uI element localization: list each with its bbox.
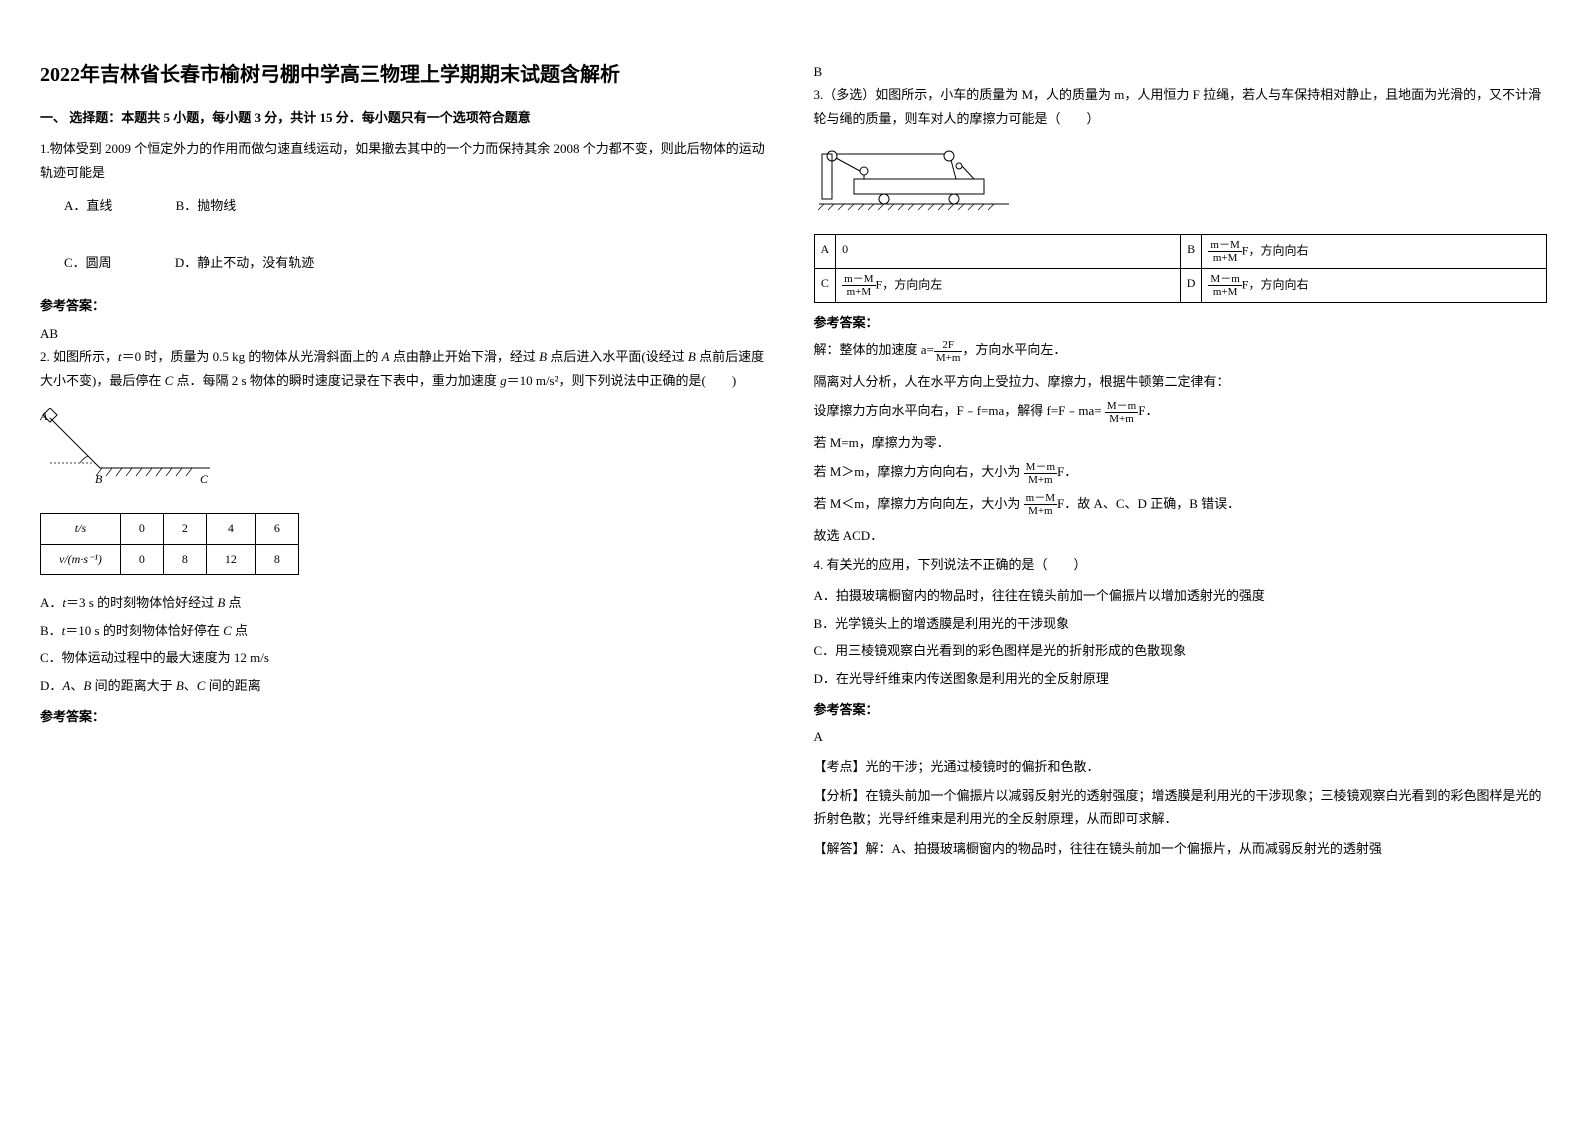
q4-text: 4. 有关光的应用，下列说法不正确的是（ ） xyxy=(814,553,1548,576)
q1-text: 1.物体受到 2009 个恒定外力的作用而做匀速直线运动，如果撤去其中的一个力而… xyxy=(40,137,774,184)
q4-tag-1: 【考点】光的干涉；光通过棱镜时的偏折和色散． xyxy=(814,755,1548,778)
fraction: m－Mm+M xyxy=(842,273,875,298)
q3-answer-label: 参考答案： xyxy=(814,311,1548,334)
q3-sol-1: 解：整体的加速度 a=2FM+m，方向水平向左． xyxy=(814,338,1548,364)
q3-sol-3: 设摩擦力方向水平向右，F﹣f=ma，解得 f=F﹣ma= M－mM+mF． xyxy=(814,399,1548,425)
q4-opt-d: D．在光导纤维束内传送图象是利用光的全反射原理 xyxy=(814,667,1548,690)
table-row: C m－Mm+MF，方向向左 D M－mm+MF，方向向右 xyxy=(814,268,1547,302)
cart-diagram xyxy=(814,144,1014,214)
svg-text:B: B xyxy=(95,472,103,486)
svg-text:C: C xyxy=(200,472,209,486)
exam-title: 2022年吉林省长春市榆树弓棚中学高三物理上学期期末试题含解析 xyxy=(40,60,774,90)
q2-answer-label: 参考答案： xyxy=(40,705,774,728)
q1-answer: AB xyxy=(40,322,774,345)
q2-opt-a: A．t＝3 s 的时刻物体恰好经过 B 点 xyxy=(40,591,774,614)
q3-sol-4: 若 M=m，摩擦力为零． xyxy=(814,431,1548,454)
q2-answer: B xyxy=(814,60,1548,83)
q4-opt-a: A．拍摄玻璃橱窗内的物品时，往往在镜头前加一个偏振片以增加透射光的强度 xyxy=(814,584,1548,607)
q2-data-table: t/s 0 2 4 6 v/(m·s⁻¹) 0 8 12 8 xyxy=(40,513,299,575)
q3-sol-2: 隔离对人分析，人在水平方向上受拉力、摩擦力，根据牛顿第二定律有： xyxy=(814,370,1548,393)
q3-sol-7: 故选 ACD． xyxy=(814,524,1548,547)
q3-text: 3.（多选）如图所示，小车的质量为 M，人的质量为 m，人用恒力 F 拉绳，若人… xyxy=(814,83,1548,130)
q4-options: A．拍摄玻璃橱窗内的物品时，往往在镜头前加一个偏振片以增加透射光的强度 B．光学… xyxy=(814,584,1548,690)
q4-opt-c: C．用三棱镜观察白光看到的彩色图样是光的折射形成的色散现象 xyxy=(814,639,1548,662)
q4-answer-label: 参考答案： xyxy=(814,698,1548,721)
q1-answer-label: 参考答案： xyxy=(40,294,774,317)
section-1-title: 一、 选择题：本题共 5 小题，每小题 3 分，共计 15 分．每小题只有一个选… xyxy=(40,106,774,129)
fraction: M－mm+M xyxy=(1208,273,1241,298)
q2-options: A．t＝3 s 的时刻物体恰好经过 B 点 B．t＝10 s 的时刻物体恰好停在… xyxy=(40,591,774,697)
incline-diagram: A B C xyxy=(40,408,220,488)
q4-tag-3: 【解答】解：A、拍摄玻璃橱窗内的物品时，往往在镜头前加一个偏振片，从而减弱反射光… xyxy=(814,837,1548,860)
table-row: v/(m·s⁻¹) 0 8 12 8 xyxy=(41,544,299,575)
left-column: 2022年吉林省长春市榆树弓棚中学高三物理上学期期末试题含解析 一、 选择题：本… xyxy=(40,60,774,1062)
fraction: m－Mm+M xyxy=(1208,239,1241,264)
fraction: m－MM+m xyxy=(1024,492,1057,517)
q4-opt-b: B．光学镜头上的增透膜是利用光的干涉现象 xyxy=(814,612,1548,635)
q1-opt-a: A．直线 xyxy=(64,194,112,217)
q1-opt-b: B．抛物线 xyxy=(176,194,237,217)
fraction: 2FM+m xyxy=(934,339,963,364)
right-column: B 3.（多选）如图所示，小车的质量为 M，人的质量为 m，人用恒力 F 拉绳，… xyxy=(814,60,1548,1062)
q3-choice-table: A 0 B m－Mm+MF，方向向右 C m－Mm+MF，方向向左 D M－mm… xyxy=(814,234,1548,303)
q3-sol-6: 若 M＜m，摩擦力方向向左，大小为 m－MM+mF．故 A、C、D 正确，B 错… xyxy=(814,492,1548,518)
q2-opt-c: C．物体运动过程中的最大速度为 12 m/s xyxy=(40,646,774,669)
q1-options: A．直线 B．抛物线 C．圆周 D．静止不动，没有轨迹 xyxy=(40,194,774,284)
q2-opt-b: B．t＝10 s 的时刻物体恰好停在 C 点 xyxy=(40,619,774,642)
q2-text: 2. 如图所示，t＝0 时，质量为 0.5 kg 的物体从光滑斜面上的 A 点由… xyxy=(40,345,774,392)
q3-sol-5: 若 M＞m，摩擦力方向向右，大小为 M－mM+mF． xyxy=(814,460,1548,486)
q1-opt-c: C．圆周 xyxy=(64,251,112,274)
table-row: t/s 0 2 4 6 xyxy=(41,514,299,545)
q2-opt-d: D．A、B 间的距离大于 B、C 间的距离 xyxy=(40,674,774,697)
fraction: M－mM+m xyxy=(1105,400,1138,425)
q4-tag-2: 【分析】在镜头前加一个偏振片以减弱反射光的透射强度；增透膜是利用光的干涉现象；三… xyxy=(814,784,1548,831)
fraction: M－mM+m xyxy=(1024,461,1057,486)
q1-opt-d: D．静止不动，没有轨迹 xyxy=(175,251,314,274)
q4-answer: A xyxy=(814,725,1548,748)
table-row: A 0 B m－Mm+MF，方向向右 xyxy=(814,234,1547,268)
